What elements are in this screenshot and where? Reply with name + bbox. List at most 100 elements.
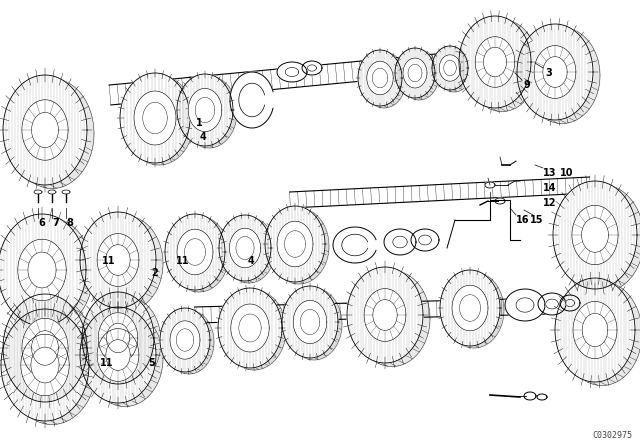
Polygon shape	[373, 300, 397, 330]
Polygon shape	[524, 392, 536, 400]
Polygon shape	[62, 190, 70, 194]
Polygon shape	[517, 24, 593, 120]
Polygon shape	[222, 290, 286, 370]
Polygon shape	[5, 217, 93, 329]
Polygon shape	[582, 313, 608, 347]
Polygon shape	[165, 214, 225, 290]
Polygon shape	[300, 310, 320, 335]
Polygon shape	[459, 16, 531, 108]
Polygon shape	[223, 217, 275, 283]
Polygon shape	[265, 206, 325, 282]
Polygon shape	[516, 298, 534, 312]
Polygon shape	[181, 76, 237, 148]
Polygon shape	[505, 289, 545, 321]
Polygon shape	[543, 56, 567, 87]
Text: C0302975: C0302975	[592, 431, 632, 440]
Text: 15: 15	[530, 215, 543, 225]
Polygon shape	[97, 328, 139, 381]
Polygon shape	[333, 227, 377, 263]
Polygon shape	[134, 91, 176, 145]
Polygon shape	[229, 228, 260, 268]
Text: 2: 2	[151, 268, 157, 278]
Polygon shape	[177, 229, 213, 275]
Polygon shape	[293, 301, 327, 344]
Polygon shape	[560, 185, 640, 293]
Polygon shape	[534, 46, 576, 99]
Polygon shape	[124, 75, 194, 165]
Text: 4: 4	[248, 256, 255, 266]
Polygon shape	[3, 75, 87, 185]
Polygon shape	[97, 233, 139, 286]
Polygon shape	[286, 288, 342, 360]
Polygon shape	[307, 65, 317, 71]
Polygon shape	[21, 334, 69, 396]
Polygon shape	[143, 102, 167, 134]
Polygon shape	[553, 181, 637, 289]
Polygon shape	[285, 231, 305, 257]
Polygon shape	[184, 239, 205, 265]
Polygon shape	[302, 61, 322, 75]
Polygon shape	[28, 252, 56, 288]
Polygon shape	[31, 347, 59, 383]
Polygon shape	[436, 48, 472, 92]
Polygon shape	[277, 62, 307, 82]
Polygon shape	[0, 214, 86, 326]
Polygon shape	[3, 294, 87, 402]
Polygon shape	[485, 182, 495, 188]
Polygon shape	[367, 61, 393, 95]
Text: 3: 3	[545, 68, 552, 78]
Polygon shape	[48, 190, 56, 194]
Polygon shape	[22, 100, 68, 160]
Polygon shape	[8, 313, 96, 425]
Polygon shape	[231, 304, 269, 352]
Polygon shape	[22, 318, 68, 378]
Text: 11: 11	[100, 358, 113, 368]
Polygon shape	[476, 37, 515, 87]
Text: 1: 1	[196, 118, 203, 128]
Text: 4: 4	[200, 132, 207, 142]
Polygon shape	[160, 308, 210, 372]
Text: 7: 7	[52, 218, 59, 228]
Polygon shape	[10, 297, 94, 405]
Text: 11: 11	[102, 256, 115, 266]
Polygon shape	[106, 323, 129, 353]
Text: 6: 6	[38, 218, 45, 228]
Polygon shape	[18, 239, 66, 301]
Polygon shape	[230, 72, 274, 128]
Polygon shape	[419, 235, 431, 245]
Polygon shape	[393, 236, 407, 248]
Polygon shape	[89, 296, 161, 388]
Polygon shape	[566, 299, 575, 306]
Polygon shape	[466, 20, 538, 112]
Text: 8: 8	[66, 218, 73, 228]
Polygon shape	[555, 278, 635, 382]
Polygon shape	[290, 177, 590, 208]
Polygon shape	[218, 288, 282, 368]
Polygon shape	[495, 198, 505, 204]
Polygon shape	[177, 74, 233, 146]
Polygon shape	[34, 190, 42, 194]
Polygon shape	[440, 270, 500, 346]
Polygon shape	[1, 309, 89, 421]
Polygon shape	[372, 68, 388, 88]
Polygon shape	[120, 73, 190, 163]
Polygon shape	[460, 295, 481, 321]
Text: 9: 9	[523, 80, 530, 90]
Polygon shape	[80, 212, 156, 308]
Polygon shape	[411, 229, 439, 251]
Polygon shape	[109, 45, 531, 105]
Polygon shape	[364, 289, 406, 341]
Polygon shape	[384, 229, 416, 255]
Polygon shape	[452, 285, 488, 331]
Polygon shape	[582, 218, 609, 252]
Polygon shape	[403, 58, 427, 88]
Polygon shape	[538, 293, 566, 315]
Polygon shape	[80, 307, 156, 403]
Polygon shape	[399, 50, 439, 100]
Polygon shape	[439, 55, 461, 81]
Polygon shape	[358, 50, 402, 106]
Polygon shape	[483, 47, 506, 77]
Text: 16: 16	[516, 215, 529, 225]
Polygon shape	[285, 68, 299, 77]
Polygon shape	[169, 216, 229, 292]
